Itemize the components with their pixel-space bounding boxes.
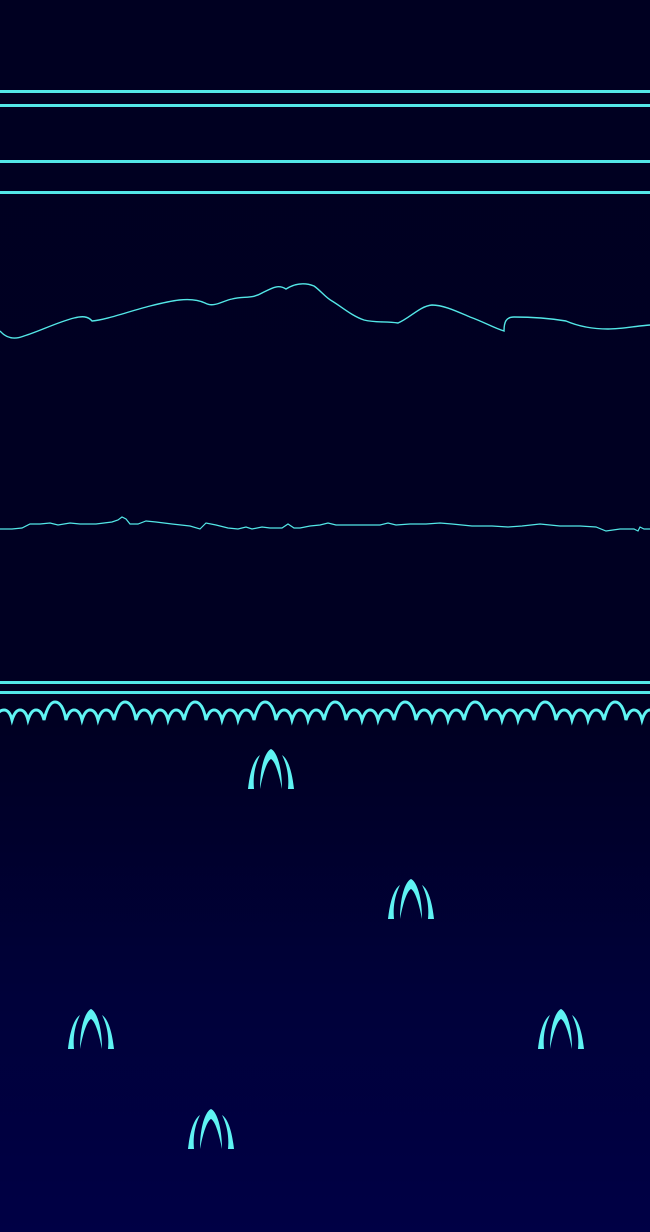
- horizon-line: [0, 191, 650, 194]
- sprout-plant: [188, 1109, 234, 1149]
- sprout-plant: [388, 879, 434, 919]
- horizon-lines: [0, 90, 650, 194]
- ground-lines: [0, 681, 650, 694]
- ground-line: [0, 681, 650, 684]
- sprout-plant: [68, 1009, 114, 1049]
- grass-border: [0, 700, 650, 726]
- horizon-line: [0, 104, 650, 107]
- ground-line: [0, 691, 650, 694]
- horizon-line: [0, 160, 650, 163]
- mountain-ridge-near: [0, 516, 650, 532]
- sprout-plant: [248, 749, 294, 789]
- sprouts: [68, 749, 584, 1149]
- horizon-line: [0, 90, 650, 93]
- mountain-ridge-far: [0, 283, 650, 339]
- sprout-plant: [538, 1009, 584, 1049]
